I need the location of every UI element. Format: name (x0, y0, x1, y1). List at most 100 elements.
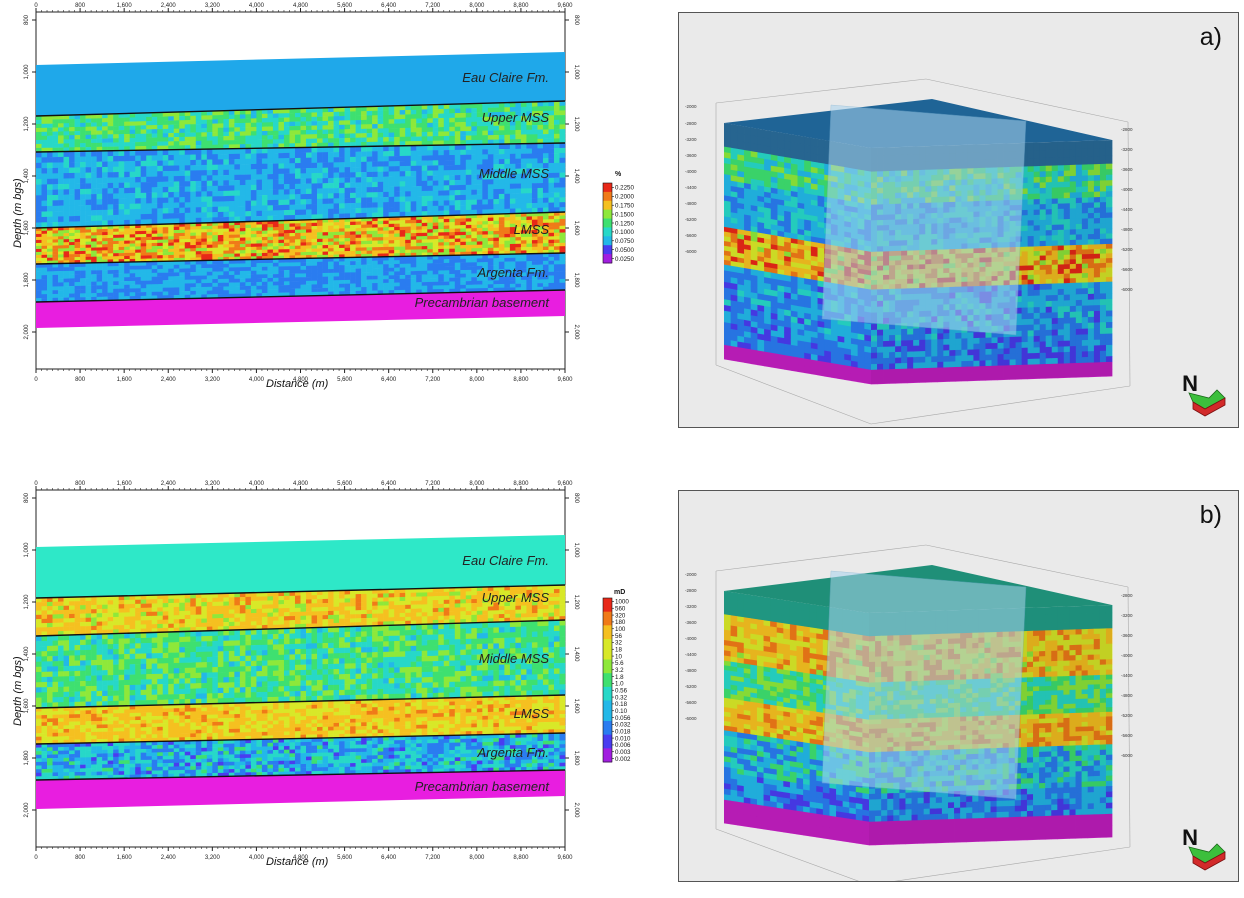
section-cell (295, 249, 301, 253)
section-cell (548, 198, 554, 203)
section-cell (433, 170, 439, 175)
section-cell (240, 180, 246, 186)
section-cell (53, 606, 59, 611)
section-cell (240, 119, 246, 124)
section-cell (328, 125, 334, 130)
section-cell (301, 239, 307, 243)
section-cell (75, 127, 81, 131)
section-cell (460, 263, 466, 267)
section-cell (36, 258, 42, 261)
section-cell (466, 135, 472, 140)
section-cell (356, 203, 362, 209)
section-cell (416, 156, 422, 161)
x-tick-label-top: 6,400 (381, 481, 397, 487)
section-cell (554, 236, 560, 240)
section-cell (163, 187, 169, 193)
section-cell (108, 250, 114, 253)
section-cell (262, 253, 268, 257)
section-cell (422, 191, 428, 197)
section-cell (444, 160, 450, 165)
section-cell (372, 162, 378, 168)
section-cell (234, 140, 240, 145)
section-cell (146, 193, 152, 199)
section-cell (400, 268, 406, 272)
section-cell (350, 157, 356, 163)
section-cell (130, 188, 136, 194)
section-cell (53, 627, 59, 632)
section-cell (69, 242, 75, 245)
section-cell (113, 118, 119, 123)
section-cell (477, 149, 483, 154)
section-cell (152, 166, 158, 172)
section-cell (460, 238, 466, 242)
section-cell (466, 235, 472, 239)
section-cell (438, 113, 444, 118)
section-cell (554, 264, 560, 268)
x-tick-label-top: 9,600 (557, 3, 573, 9)
x-tick-label-top: 2,400 (161, 481, 177, 487)
section-cell (245, 225, 251, 229)
section-cell (466, 285, 472, 289)
section-cell (372, 227, 378, 231)
section-cell (482, 228, 488, 232)
section-cell (234, 136, 240, 141)
section-cell (256, 131, 262, 136)
section-cell (306, 249, 312, 253)
section-cell (75, 626, 81, 631)
section-cell (345, 152, 351, 158)
section-cell (196, 287, 202, 291)
section-cell (295, 199, 301, 205)
section-cell (262, 263, 268, 267)
section-cell (119, 130, 125, 135)
section-cell (416, 223, 422, 227)
section-cell (427, 219, 433, 223)
section-cell (433, 175, 439, 180)
section-cell (345, 287, 351, 291)
section-cell (383, 283, 389, 287)
section-cell (273, 270, 279, 274)
section-cell (295, 242, 301, 246)
section-cell (58, 236, 64, 239)
section-cell (86, 183, 92, 189)
section-cell (262, 224, 268, 228)
section-cell (157, 288, 163, 292)
section-cell (394, 247, 400, 251)
section-cell (510, 194, 516, 199)
section-cell (477, 241, 483, 245)
section-cell (86, 626, 92, 631)
section-cell (372, 156, 378, 162)
section-cell (416, 220, 422, 224)
section-cell (185, 242, 191, 246)
section-cell (383, 128, 389, 133)
section-cell (444, 150, 450, 155)
section-cell (526, 244, 532, 248)
section-cell (482, 204, 488, 209)
section-cell (97, 253, 103, 256)
section-cell (47, 271, 53, 275)
section-cell (471, 270, 477, 274)
section-cell (251, 211, 257, 217)
section-cell (36, 287, 42, 291)
section-cell (477, 184, 483, 189)
section-cell (306, 281, 312, 285)
section-cell (433, 127, 439, 132)
section-cell (190, 248, 196, 252)
section-cell (53, 233, 59, 236)
section-cell (493, 231, 499, 235)
section-cell (146, 237, 152, 241)
section-cell (152, 161, 158, 167)
section-cell (36, 619, 42, 624)
section-cell (196, 186, 202, 192)
section-cell (130, 130, 136, 135)
section-cell (411, 156, 417, 161)
section-cell (69, 622, 75, 627)
section-cell (394, 233, 400, 237)
section-cell (438, 155, 444, 160)
section-cell (405, 286, 411, 290)
section-cell (124, 134, 130, 139)
section-cell (91, 199, 97, 205)
section-cell (174, 208, 180, 214)
section-cell (124, 244, 130, 248)
section-cell (42, 249, 48, 252)
section-cell (58, 233, 64, 236)
